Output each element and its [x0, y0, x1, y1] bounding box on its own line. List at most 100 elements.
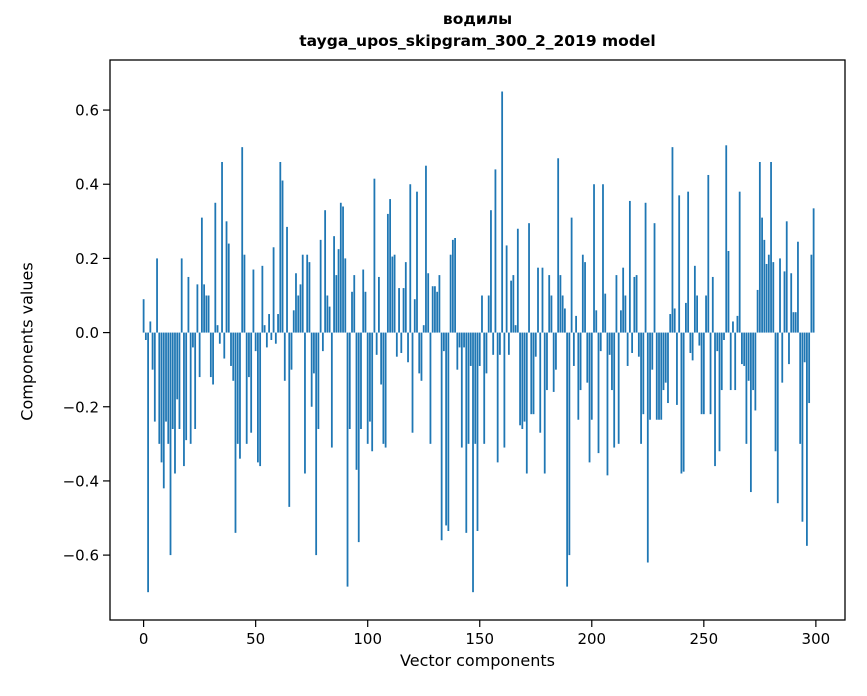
bar [613, 332, 616, 448]
bar [147, 332, 149, 593]
bar [678, 195, 681, 333]
bar [422, 325, 425, 333]
bar [635, 275, 638, 333]
x-tick-label: 300 [802, 630, 831, 648]
bar [438, 275, 441, 333]
bar [151, 332, 154, 370]
bar [593, 184, 595, 333]
bar [393, 254, 396, 333]
bar [227, 243, 230, 333]
bar [774, 332, 777, 452]
bar [328, 306, 331, 333]
bar [402, 288, 405, 333]
bar [212, 332, 214, 385]
bar [259, 332, 262, 467]
bar [174, 332, 176, 474]
bar [295, 273, 297, 333]
bar [456, 332, 459, 370]
bar [384, 332, 387, 448]
bar [165, 332, 167, 422]
bar [801, 332, 804, 522]
bar [781, 332, 784, 383]
bar [364, 291, 367, 333]
bar [671, 147, 674, 333]
bar [333, 236, 335, 333]
bar [505, 245, 508, 333]
bar [709, 332, 712, 415]
bar [380, 332, 383, 385]
bar [306, 254, 309, 333]
bar [550, 295, 553, 333]
bar [685, 302, 687, 333]
bar [490, 210, 492, 333]
bar [577, 332, 580, 420]
bar [277, 314, 279, 333]
bar [743, 332, 746, 366]
bar [637, 332, 640, 357]
bar [225, 221, 228, 333]
bar [375, 332, 378, 355]
y-axis-label: Components values [17, 262, 37, 421]
bar [575, 315, 577, 333]
bar [263, 325, 266, 333]
bar [736, 315, 739, 333]
chart-title-line1: водилы [442, 10, 513, 28]
bar [590, 332, 593, 420]
bar [274, 332, 277, 344]
bar [326, 295, 329, 333]
bar [315, 332, 318, 556]
x-tick-label: 250 [690, 630, 719, 648]
bar [389, 199, 391, 333]
bar [783, 271, 786, 333]
bar [460, 332, 463, 448]
y-tick-label: 0.0 [75, 324, 99, 342]
bar [586, 332, 589, 383]
bar [281, 180, 284, 333]
bar [651, 332, 654, 370]
bar [779, 258, 781, 333]
bar [357, 332, 360, 543]
bar [472, 332, 474, 593]
bar [687, 191, 690, 333]
bar [250, 332, 253, 433]
chart-title-line2: tayga_upos_skipgram_300_2_2019 model [299, 32, 656, 50]
bar [169, 332, 172, 556]
bar [655, 332, 658, 420]
bar [711, 276, 714, 333]
bar [330, 332, 333, 448]
bar [221, 161, 223, 333]
bar [631, 332, 634, 353]
bar [512, 275, 515, 333]
bar [785, 221, 788, 333]
bar [180, 258, 183, 333]
bar [628, 200, 631, 333]
x-tick-label: 200 [577, 630, 606, 648]
bar [194, 332, 197, 429]
bar [727, 250, 730, 333]
bar [342, 206, 344, 333]
bar [218, 332, 221, 344]
bar [458, 332, 461, 348]
bar [532, 332, 535, 415]
bar [283, 332, 286, 381]
bar [745, 332, 748, 444]
bar [525, 332, 528, 474]
bar [660, 332, 663, 420]
x-tick-label: 0 [139, 630, 149, 648]
bar [310, 332, 313, 407]
bar [673, 308, 676, 333]
bar [662, 332, 665, 391]
bar [427, 273, 430, 333]
bar [431, 286, 434, 333]
bar [640, 332, 642, 444]
bar [299, 284, 302, 333]
bar [236, 332, 239, 444]
bar [720, 332, 723, 391]
bar [767, 254, 770, 333]
bar [588, 332, 591, 463]
bar [178, 332, 181, 429]
bar [301, 254, 304, 333]
bar [543, 332, 546, 474]
bar [434, 286, 436, 333]
bar [241, 147, 244, 333]
